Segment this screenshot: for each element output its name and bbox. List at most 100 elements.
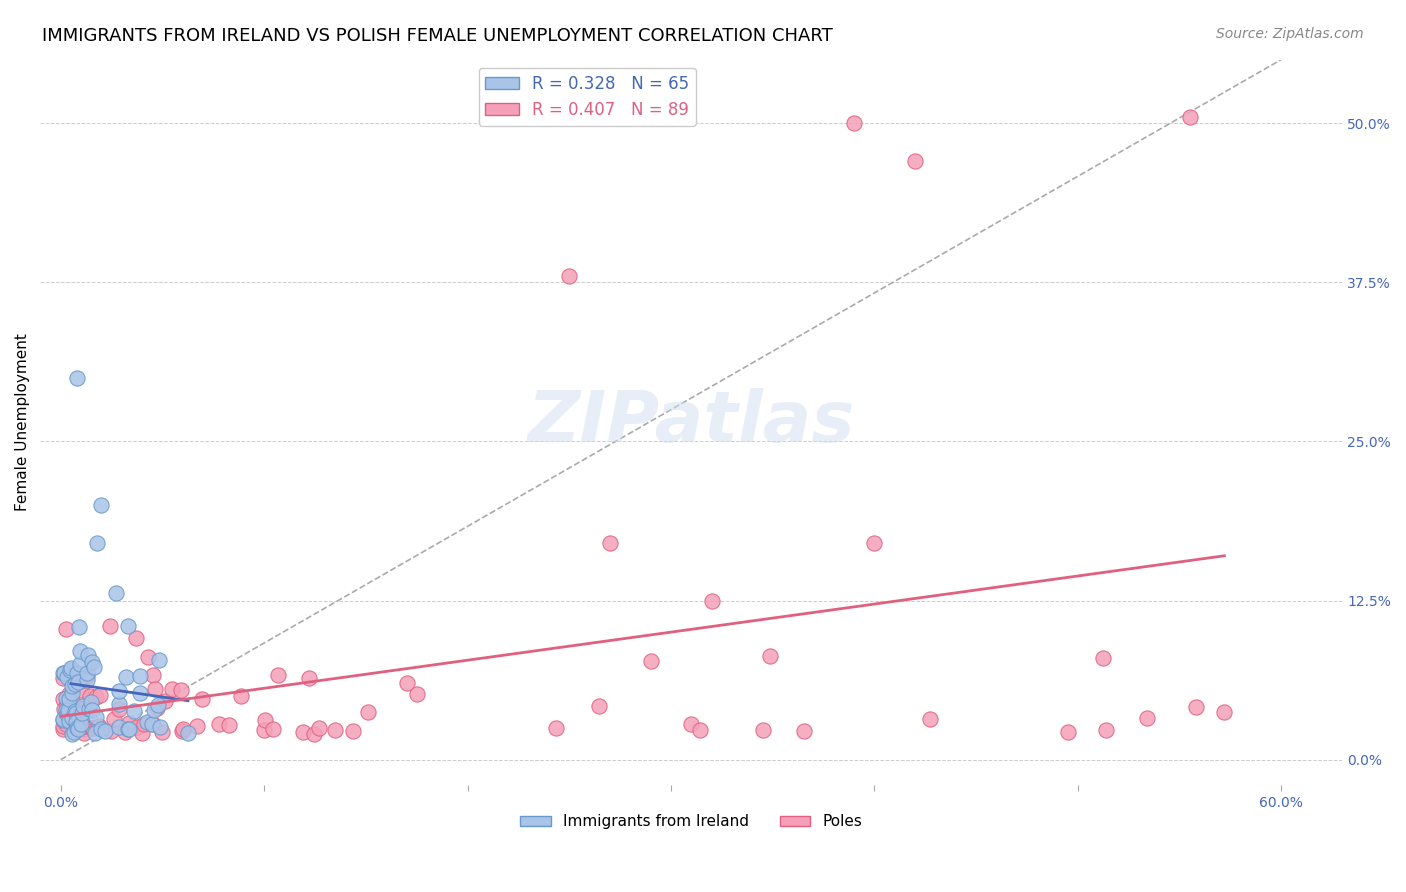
Point [59,663,82,677]
Point [80,694,103,708]
Point [172,723,194,737]
Point [599,536,621,550]
Point [1185,699,1208,714]
Point [689,723,711,737]
Point [55,712,77,726]
Point [115,670,138,684]
Point [65,706,87,721]
Point [84,690,107,704]
Point [308,721,330,735]
Point [681,716,703,731]
Point [72,722,94,736]
Y-axis label: Female Unemployment: Female Unemployment [15,334,30,511]
Point [149,720,172,734]
Point [751,723,773,737]
Point [73,726,96,740]
Point [98,619,121,633]
Point [82,721,104,735]
Point [125,632,148,646]
Point [1178,110,1201,124]
Point [218,718,240,732]
Point [153,694,176,708]
Point [72,668,94,682]
Point [342,724,364,739]
Point [76,666,98,681]
Point [588,699,610,714]
Point [66,722,89,736]
Point [60,661,83,675]
Point [66,666,89,681]
Point [122,704,145,718]
Point [90,498,112,512]
Text: ZIPatlas: ZIPatlas [527,388,855,457]
Point [1213,705,1236,719]
Point [793,723,815,738]
Point [76,673,98,687]
Point [253,723,276,737]
Point [142,703,165,717]
Point [357,705,380,719]
Point [52,713,75,727]
Point [292,725,315,739]
Point [55,691,77,706]
Point [58,714,80,728]
Point [170,683,193,698]
Point [87,719,110,733]
Point [58,692,80,706]
Point [229,690,252,704]
Point [262,722,284,736]
Point [134,717,156,731]
Point [58,687,80,701]
Point [118,715,141,730]
Point [60,727,83,741]
Legend: Immigrants from Ireland, Poles: Immigrants from Ireland, Poles [515,808,869,836]
Point [136,649,159,664]
Point [143,681,166,696]
Point [842,116,865,130]
Point [103,712,125,726]
Point [146,700,169,714]
Point [298,671,321,685]
Point [162,681,184,696]
Point [80,721,103,735]
Point [76,669,98,683]
Point [70,717,93,731]
Point [148,653,170,667]
Point [1136,711,1159,725]
Point [136,714,159,729]
Point [89,722,111,736]
Point [63,711,86,725]
Point [55,716,77,731]
Point [128,686,150,700]
Point [114,724,136,739]
Point [208,716,231,731]
Point [73,673,96,688]
Point [56,697,79,711]
Point [86,720,108,734]
Point [76,648,98,662]
Point [172,724,194,739]
Point [544,721,567,735]
Point [395,675,418,690]
Point [141,717,163,731]
Point [86,710,108,724]
Point [83,660,105,674]
Point [131,726,153,740]
Point [108,720,131,734]
Point [82,655,104,669]
Point [55,706,77,721]
Point [79,690,101,704]
Point [302,727,325,741]
Point [60,679,83,693]
Point [70,706,93,720]
Point [52,692,75,706]
Point [186,719,208,733]
Point [77,702,100,716]
Point [640,654,662,668]
Point [65,677,87,691]
Point [127,720,149,734]
Point [62,711,84,725]
Point [920,713,942,727]
Point [146,698,169,713]
Point [58,703,80,717]
